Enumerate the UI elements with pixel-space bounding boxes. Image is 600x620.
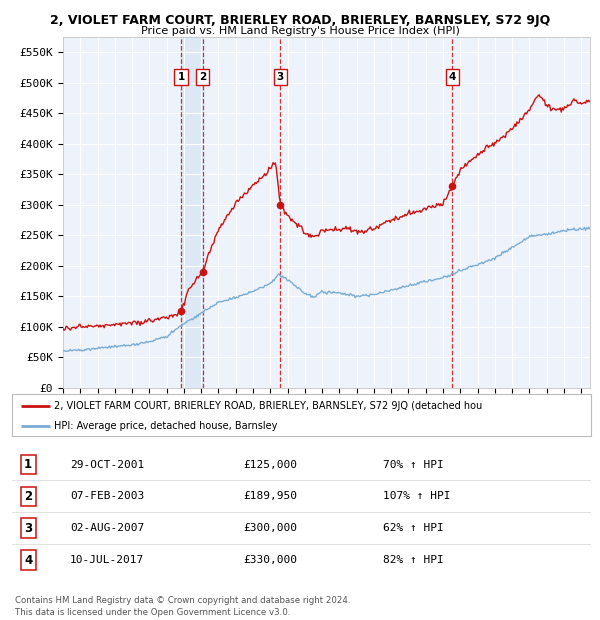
- Text: £189,950: £189,950: [244, 492, 298, 502]
- Text: 29-OCT-2001: 29-OCT-2001: [70, 459, 144, 469]
- Text: HPI: Average price, detached house, Barnsley: HPI: Average price, detached house, Barn…: [53, 421, 277, 431]
- Text: £300,000: £300,000: [244, 523, 298, 533]
- Text: 62% ↑ HPI: 62% ↑ HPI: [383, 523, 443, 533]
- Text: 3: 3: [24, 522, 32, 535]
- Text: 2, VIOLET FARM COURT, BRIERLEY ROAD, BRIERLEY, BARNSLEY, S72 9JQ: 2, VIOLET FARM COURT, BRIERLEY ROAD, BRI…: [50, 14, 550, 27]
- Bar: [181, 37, 203, 387]
- Text: 3: 3: [277, 72, 284, 82]
- Text: Contains HM Land Registry data © Crown copyright and database right 2024.: Contains HM Land Registry data © Crown c…: [15, 596, 350, 606]
- Text: 10-JUL-2017: 10-JUL-2017: [70, 555, 144, 565]
- Text: 1: 1: [178, 72, 185, 82]
- Text: £330,000: £330,000: [244, 555, 298, 565]
- Text: 70% ↑ HPI: 70% ↑ HPI: [383, 459, 443, 469]
- Text: 02-AUG-2007: 02-AUG-2007: [70, 523, 144, 533]
- Text: £125,000: £125,000: [244, 459, 298, 469]
- Text: 4: 4: [24, 554, 32, 567]
- Text: 107% ↑ HPI: 107% ↑ HPI: [383, 492, 450, 502]
- Text: Price paid vs. HM Land Registry's House Price Index (HPI): Price paid vs. HM Land Registry's House …: [140, 26, 460, 36]
- Text: 2: 2: [199, 72, 206, 82]
- Text: 82% ↑ HPI: 82% ↑ HPI: [383, 555, 443, 565]
- Text: This data is licensed under the Open Government Licence v3.0.: This data is licensed under the Open Gov…: [15, 608, 290, 617]
- Text: 07-FEB-2003: 07-FEB-2003: [70, 492, 144, 502]
- Text: 4: 4: [448, 72, 456, 82]
- Text: 2, VIOLET FARM COURT, BRIERLEY ROAD, BRIERLEY, BARNSLEY, S72 9JQ (detached hou: 2, VIOLET FARM COURT, BRIERLEY ROAD, BRI…: [53, 401, 482, 411]
- Text: 1: 1: [24, 458, 32, 471]
- Text: 2: 2: [24, 490, 32, 503]
